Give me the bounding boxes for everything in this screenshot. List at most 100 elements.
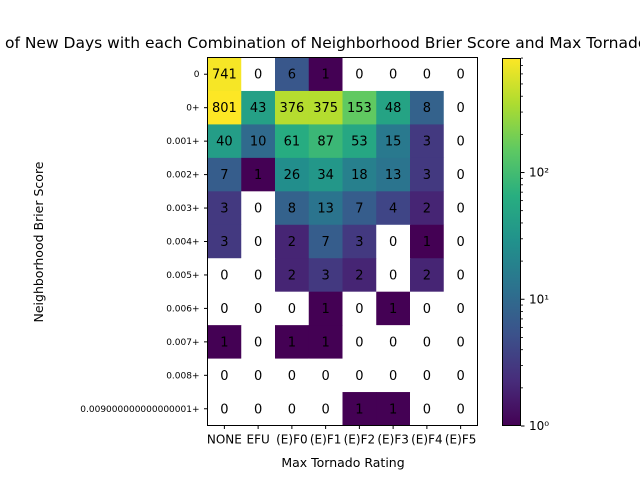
x-tick-label: (E)F3 — [377, 433, 408, 447]
cell-value-label: 8 — [288, 202, 296, 217]
cell-value-label: 0 — [456, 268, 464, 283]
y-tick-label: 0.009000000000000001+ — [80, 405, 199, 415]
y-tick-label: 0.007+ — [166, 338, 199, 348]
heatmap-cell — [342, 57, 377, 92]
y-tick-label: 0.008+ — [166, 371, 199, 381]
cell-value-label: 4 — [389, 202, 397, 217]
heatmap-cell — [342, 191, 377, 226]
cell-value-label: 0 — [423, 402, 431, 417]
cell-value-label: 40 — [216, 135, 233, 150]
cell-value-label: 3 — [423, 135, 431, 150]
heatmap-cell — [342, 358, 377, 393]
cell-value-label: 13 — [385, 168, 402, 183]
cell-value-label: 1 — [288, 335, 296, 350]
heatmap-cell — [241, 224, 276, 259]
x-tick-label: (E)F0 — [276, 433, 307, 447]
heatmap-cell — [443, 224, 478, 259]
heatmap-cell — [376, 325, 411, 359]
y-tick-label: 0.004+ — [166, 238, 199, 248]
cell-value-label: 0 — [220, 302, 228, 317]
cell-value-label: 0 — [389, 268, 397, 283]
heatmap-cell — [207, 224, 242, 259]
heatmap-cell — [241, 90, 276, 125]
cell-value-label: 0 — [423, 68, 431, 83]
heatmap-cell — [308, 325, 343, 359]
heatmap-cell — [308, 358, 343, 393]
cell-value-label: 0 — [456, 135, 464, 150]
colorbar-frame — [502, 58, 521, 426]
heatmap-cell — [241, 392, 276, 426]
cell-value-label: 741 — [212, 68, 237, 83]
cell-value-label: 0 — [254, 302, 262, 317]
y-axis: 0 0+ 0.001+ 0.002+ 0.003+ 0.004+ 0.005+ 0.006+ 0… — [80, 70, 208, 415]
heatmap-cell — [443, 90, 478, 125]
cell-value-label: 1 — [321, 335, 329, 350]
heatmap-cell — [308, 258, 343, 293]
cell-value-label: 2 — [423, 202, 431, 217]
heatmap-cell — [410, 224, 445, 259]
cell-value-label: 2 — [288, 235, 296, 250]
cell-value-label: 3 — [220, 202, 228, 217]
heatmap-cell — [207, 392, 242, 426]
heatmap-cell — [241, 325, 276, 359]
heatmap-cell — [443, 258, 478, 293]
heatmap-cell — [410, 157, 445, 192]
heatmap-cell — [275, 291, 310, 326]
cell-value-label: 0 — [254, 202, 262, 217]
cell-value-label: 0 — [254, 402, 262, 417]
cell-value-label: 43 — [250, 101, 267, 116]
cell-value-label: 15 — [385, 135, 402, 150]
colorbar-axis: 10⁰ 10¹ 10² — [521, 57, 549, 433]
heatmap-cell — [443, 57, 478, 92]
cell-value-label: 0 — [288, 402, 296, 417]
colorbar-tick-label: 10² — [529, 166, 549, 180]
heatmap-cell — [207, 157, 242, 192]
heatmap-cell — [410, 90, 445, 125]
heatmap-cell — [308, 392, 343, 426]
cell-value-label: 0 — [423, 302, 431, 317]
cell-value-label: 2 — [288, 268, 296, 283]
heatmap-cell — [308, 224, 343, 259]
cell-value-label: 801 — [212, 101, 237, 116]
cell-value-label: 10 — [250, 135, 267, 150]
cell-value-label: 0 — [456, 168, 464, 183]
y-axis-label: Neighborhood Brier Score — [31, 161, 46, 322]
x-tick-label: (E)F2 — [344, 433, 375, 447]
y-tick-label: 0.001+ — [166, 137, 199, 147]
cell-value-label: 0 — [254, 369, 262, 384]
heatmap-cell — [376, 258, 411, 293]
cell-value-label: 48 — [385, 101, 402, 116]
heatmap-cell — [342, 291, 377, 326]
heatmap-cell — [410, 291, 445, 326]
heatmap-cell — [410, 358, 445, 393]
cell-value-label: 0 — [456, 302, 464, 317]
heatmap-cell — [443, 358, 478, 393]
heatmap-cell — [443, 157, 478, 192]
x-axis-label: Max Tornado Rating — [281, 455, 404, 470]
cell-value-label: 6 — [288, 68, 296, 83]
cell-value-label: 18 — [351, 168, 368, 183]
cell-value-label: 0 — [254, 268, 262, 283]
heatmap-cell — [376, 57, 411, 92]
heatmap-cell — [241, 57, 276, 92]
heatmap-cell — [376, 224, 411, 259]
heatmap-cell — [308, 57, 343, 92]
heatmap-cell — [207, 258, 242, 293]
heatmap-cell — [275, 90, 310, 125]
cell-value-label: 0 — [220, 369, 228, 384]
heatmap-cell — [410, 325, 445, 359]
heatmap-cells — [207, 57, 478, 426]
heatmap-cell — [241, 358, 276, 393]
cell-value-label: 0 — [254, 335, 262, 350]
cell-value-label: 1 — [321, 68, 329, 83]
heatmap-cell — [410, 124, 445, 159]
heatmap-cell — [207, 358, 242, 393]
x-tick-label: (E)F1 — [310, 433, 341, 447]
cell-value-label: 13 — [317, 202, 334, 217]
cell-value-label: 2 — [355, 268, 363, 283]
cell-value-label: 53 — [351, 135, 368, 150]
heatmap-cell — [275, 191, 310, 226]
heatmap-cell — [410, 392, 445, 426]
heatmap-cell — [241, 291, 276, 326]
heatmap-cell — [207, 191, 242, 226]
